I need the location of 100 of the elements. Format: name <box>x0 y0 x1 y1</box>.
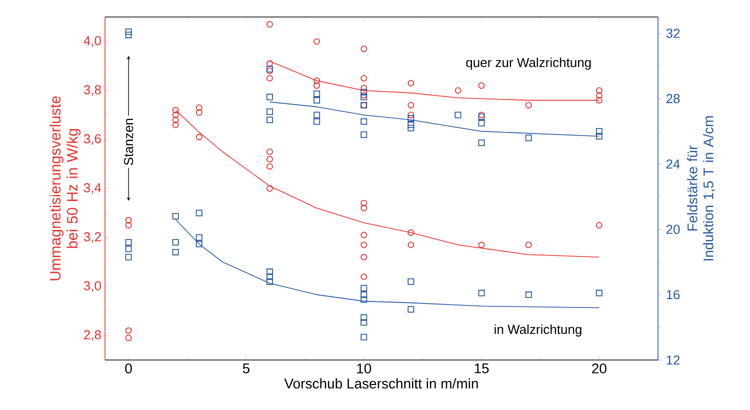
point <box>125 222 132 228</box>
point <box>478 290 485 296</box>
point <box>172 116 179 124</box>
x-tick-label: 10 <box>357 364 372 374</box>
point <box>314 118 320 125</box>
point <box>314 77 320 84</box>
y-tick-label: 4,0 <box>84 36 101 47</box>
point <box>266 148 273 155</box>
point <box>196 104 202 111</box>
point <box>408 229 414 236</box>
point <box>266 21 273 28</box>
x-tick-label: 5 <box>242 364 250 374</box>
y-tick-label: 3,6 <box>84 134 101 145</box>
point <box>125 254 132 260</box>
point <box>360 75 368 82</box>
point <box>525 102 532 108</box>
point <box>360 204 368 212</box>
y2-tick-label: 24 <box>666 159 680 169</box>
x-axis-title: Vorschub Laserschnitt in m/min <box>284 378 478 389</box>
x-tick-label: 0 <box>125 364 132 374</box>
y-axis-title: Ummagnetisierungsverluste bei 50 Hz in W/kg <box>50 96 81 280</box>
point <box>314 38 320 45</box>
point <box>266 268 273 276</box>
point <box>125 217 132 224</box>
point <box>478 120 485 126</box>
point <box>525 134 532 142</box>
point <box>314 97 320 104</box>
point <box>596 290 602 296</box>
point <box>125 327 132 334</box>
y-tick-label: 3,8 <box>84 85 101 96</box>
point <box>360 200 368 206</box>
point <box>266 108 273 115</box>
point <box>360 334 368 340</box>
point <box>596 87 602 94</box>
point <box>360 291 368 298</box>
point <box>408 102 414 108</box>
point <box>408 80 414 86</box>
point <box>266 60 273 67</box>
point <box>172 239 179 246</box>
point <box>125 28 132 35</box>
point <box>360 84 368 92</box>
y2-axis-title: Feldstärke für Induktion 1,5 T in A/cm <box>687 116 716 260</box>
point <box>266 273 273 280</box>
point <box>408 122 414 128</box>
point <box>478 242 485 248</box>
point <box>454 112 462 118</box>
y2-tick-label: 12 <box>666 355 680 365</box>
y-tick-label: 3,2 <box>84 232 101 243</box>
point <box>196 240 202 248</box>
point <box>266 75 273 82</box>
point <box>172 122 179 128</box>
point <box>125 246 132 252</box>
point <box>196 234 202 241</box>
line-series <box>175 110 600 258</box>
point <box>125 239 132 246</box>
y2-tick-label: 28 <box>666 94 680 104</box>
point <box>596 132 602 140</box>
point <box>360 232 368 238</box>
point <box>172 112 179 118</box>
point <box>478 140 485 146</box>
point <box>314 82 320 89</box>
point <box>525 242 532 248</box>
point <box>360 273 368 280</box>
point <box>172 248 179 256</box>
point <box>314 90 320 98</box>
point <box>478 82 485 89</box>
point <box>596 92 602 99</box>
y2-tick-label: 32 <box>666 28 680 38</box>
point <box>266 94 273 100</box>
point <box>266 156 273 162</box>
point <box>360 242 368 248</box>
point <box>360 314 368 321</box>
point <box>266 116 273 124</box>
annotation: Stanzen <box>124 118 134 166</box>
point <box>360 46 368 52</box>
y2-tick-label: 20 <box>666 224 680 234</box>
point <box>525 291 532 298</box>
point <box>408 278 414 285</box>
point <box>266 185 273 192</box>
point <box>360 131 368 138</box>
point <box>408 112 414 118</box>
point <box>196 134 202 140</box>
point <box>360 284 368 292</box>
point <box>596 128 602 135</box>
annotation: in Walzrichtung <box>494 324 582 337</box>
x-tick-label: 15 <box>474 364 489 374</box>
point <box>360 88 368 96</box>
point <box>196 109 202 116</box>
y-tick-label: 3,0 <box>84 281 101 292</box>
x-tick-label: 20 <box>592 364 606 374</box>
point <box>360 254 368 260</box>
point <box>408 115 414 122</box>
point <box>360 319 368 326</box>
point <box>360 118 368 125</box>
point <box>408 306 414 313</box>
point <box>360 296 368 303</box>
annotation: quer zur Walzrichtung <box>466 58 591 70</box>
y-tick-label: 2,8 <box>84 330 101 341</box>
y2-tick-label: 16 <box>666 290 680 300</box>
point <box>125 32 132 38</box>
